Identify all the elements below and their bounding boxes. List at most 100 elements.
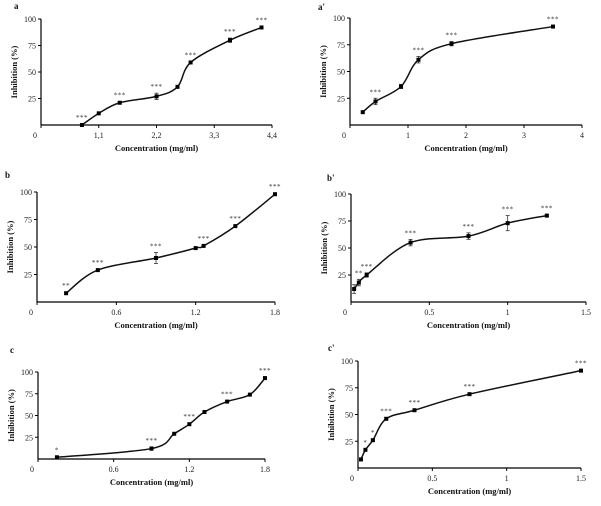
y-tick-label: 100 <box>341 357 353 366</box>
series-line <box>65 193 276 294</box>
significance-label: *** <box>224 28 236 36</box>
x-tick-label: 1 <box>406 131 410 140</box>
data-point <box>201 243 206 248</box>
data-point <box>466 234 471 239</box>
significance-label: *** <box>185 51 197 59</box>
data-point <box>193 246 198 251</box>
series-line <box>56 377 266 459</box>
significance-label: * <box>55 446 59 454</box>
data-point <box>64 291 69 296</box>
data-point <box>467 392 472 397</box>
data-point <box>273 192 277 197</box>
data-point <box>79 123 84 127</box>
series-line <box>353 214 547 290</box>
x-tick-label: 3 <box>522 131 526 140</box>
y-tick-label: 50 <box>24 243 32 252</box>
significance-label: *** <box>380 408 392 416</box>
y-tick-label: 100 <box>24 15 36 24</box>
x-tick-label: 1.2 <box>184 465 194 474</box>
data-point <box>356 280 361 285</box>
data-point <box>360 110 365 115</box>
significance-label: *** <box>412 47 424 55</box>
significance-label: * <box>363 439 367 447</box>
x-tick-label: 1,1 <box>94 131 104 140</box>
series-line <box>81 26 262 126</box>
y-tick-label: 75 <box>345 384 353 393</box>
x-tick-label: 1 <box>506 308 510 317</box>
x-axis-label: Concentration (mg/ml) <box>114 320 198 330</box>
x-tick-label: 0 <box>343 308 347 317</box>
significance-label: *** <box>502 206 514 214</box>
data-point <box>225 399 230 404</box>
y-tick-label: 50 <box>28 68 36 77</box>
y-tick-label: 100 <box>21 368 33 377</box>
x-tick-label: 0 <box>29 308 33 317</box>
y-tick-label: 75 <box>338 217 346 226</box>
data-point <box>263 376 267 381</box>
data-point <box>505 221 510 226</box>
y-tick-label: 25 <box>24 271 32 280</box>
significance-label: *** <box>151 83 163 91</box>
panel-label: b <box>5 170 10 180</box>
data-point <box>154 256 158 260</box>
y-axis-label: Inhibition (%) <box>6 389 16 442</box>
significance-label: *** <box>92 259 104 267</box>
data-point <box>149 446 154 451</box>
data-point <box>188 60 193 65</box>
significance-label: *** <box>150 243 162 251</box>
significance-label: *** <box>370 88 382 96</box>
significance-label: *** <box>146 437 158 445</box>
data-point <box>449 41 454 46</box>
significance-label: *** <box>229 215 241 223</box>
data-point <box>364 273 369 277</box>
significance-label: *** <box>114 92 126 100</box>
significance-label: ** <box>355 269 363 277</box>
y-tick-label: 50 <box>25 412 33 421</box>
x-tick-label: 0.6 <box>111 308 121 317</box>
significance-label: *** <box>361 263 373 271</box>
y-tick-label: 25 <box>345 437 353 446</box>
x-tick-label: 0.5 <box>424 308 434 317</box>
x-tick-label: 3,3 <box>209 131 219 140</box>
x-axis-label: Concentration (mg/ml) <box>428 486 512 496</box>
y-tick-label: 50 <box>345 411 353 420</box>
significance-label: *** <box>464 383 476 391</box>
significance-label: *** <box>269 183 281 191</box>
y-tick-label: 100 <box>333 14 345 23</box>
data-point <box>579 368 583 373</box>
data-point <box>187 422 192 427</box>
x-tick-label: 4,4 <box>267 131 277 140</box>
data-point <box>259 25 264 30</box>
x-axis-label: Concentration (mg/ml) <box>427 320 511 330</box>
x-axis-label: Concentration (mg/ml) <box>110 477 194 487</box>
significance-label: *** <box>405 229 417 237</box>
panel-label: a <box>14 1 19 11</box>
data-point <box>412 408 417 413</box>
y-tick-label: 25 <box>337 94 345 103</box>
y-tick-label: 75 <box>25 390 33 399</box>
data-point <box>202 410 207 415</box>
x-tick-label: 0 <box>30 465 34 474</box>
significance-label: *** <box>256 16 268 24</box>
data-point <box>352 287 357 292</box>
x-tick-label: 4 <box>580 131 584 140</box>
x-tick-label: 0.6 <box>109 465 119 474</box>
x-tick-label: 1.8 <box>270 308 280 317</box>
x-tick-label: 0 <box>342 131 346 140</box>
x-tick-label: 2,2 <box>152 131 162 140</box>
y-axis-label: Inhibition (%) <box>9 45 19 98</box>
y-axis-label: Inhibition (%) <box>318 45 328 98</box>
significance-label: *** <box>575 360 587 368</box>
x-tick-label: 1.5 <box>581 308 591 317</box>
data-point <box>544 213 549 218</box>
data-point <box>172 431 177 436</box>
data-point <box>373 99 378 104</box>
x-axis-label: Concentration (mg/ml) <box>424 143 508 153</box>
x-tick-label: 2 <box>464 131 468 140</box>
significance-label: *** <box>183 413 195 421</box>
significance-label: *** <box>541 205 553 213</box>
y-axis-label: Inhibition (%) <box>326 388 336 441</box>
x-tick-label: 0 <box>33 131 37 140</box>
y-tick-label: 25 <box>25 433 33 442</box>
data-point <box>399 84 404 89</box>
